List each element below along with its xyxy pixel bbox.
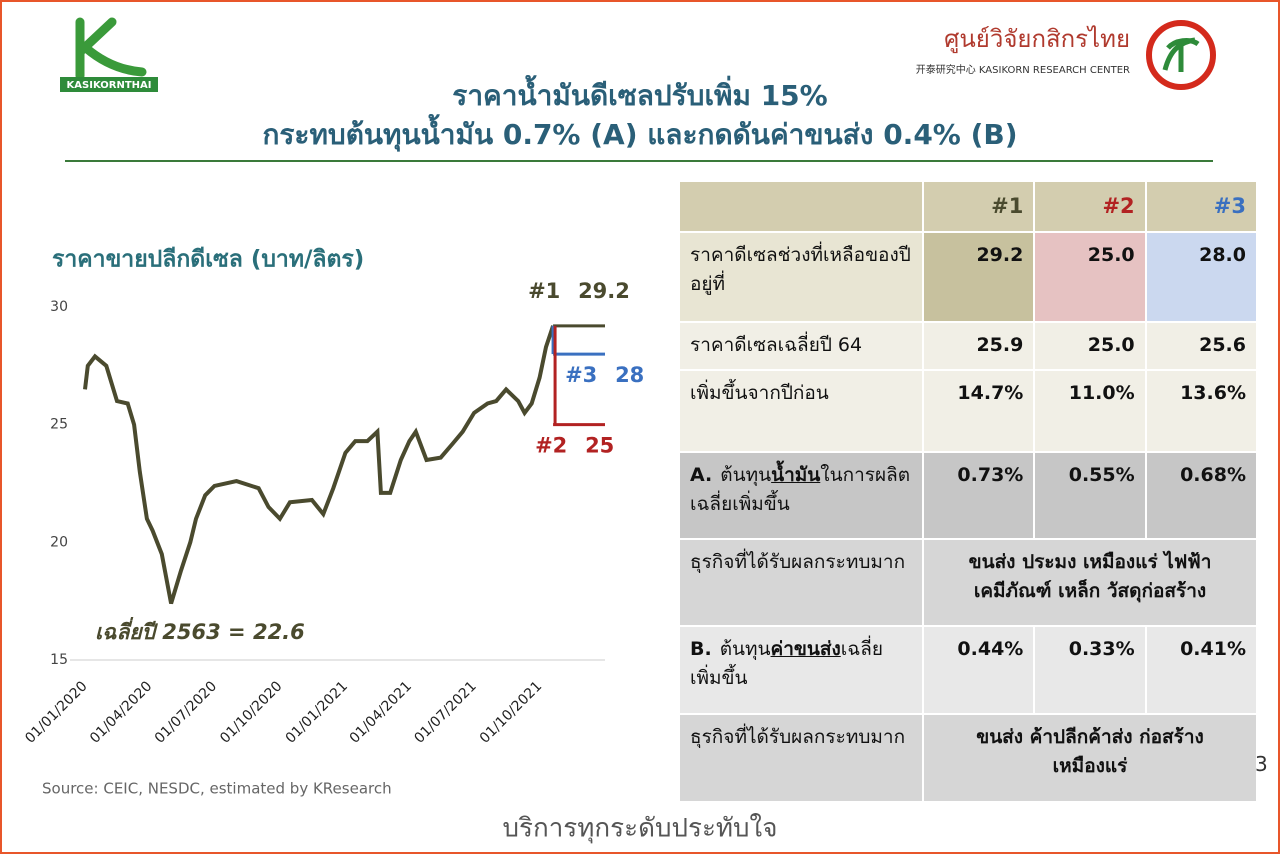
logo-right-th: ศูนย์วิจัยกสิกรไทย — [944, 25, 1130, 54]
row-label: B. ต้นทุนค่าขนส่งเฉลี่ยเพิ่มขึ้น — [678, 624, 924, 715]
table-row: ราคาดีเซลเฉลี่ยปี 64 25.9 25.0 25.6 — [678, 320, 1259, 371]
label-part: ต้นทุน — [720, 463, 772, 486]
label-part: ต้นทุน — [719, 637, 771, 660]
label-part: ราคาดีเซลช่วงที่เหลือของปี อยู่ที่ — [690, 243, 911, 295]
y-tick-label: 15 — [50, 652, 68, 668]
logo-right-en: 开泰研究中心 KASIKORN RESEARCH CENTER — [916, 63, 1130, 76]
label-part: ธุรกิจที่ได้รับผลกระทบมาก — [690, 550, 906, 573]
cell num: 0.68% — [1144, 450, 1259, 540]
projection-value: 29.2 — [578, 279, 630, 303]
table-row: ธุรกิจที่ได้รับผลกระทบมาก ขนส่ง ค้าปลีกค้… — [678, 712, 1258, 803]
y-tick-label: 25 — [50, 417, 68, 433]
cell num: 0.44% — [921, 624, 1036, 715]
label-part: ค่าขนส่ง — [770, 637, 841, 660]
chart-title: ราคาขายปลีกดีเซล (บาท/ลิตร) — [52, 247, 364, 273]
row-label: ธุรกิจที่ได้รับผลกระทบมาก — [678, 537, 924, 627]
cell num: 0.33% — [1033, 624, 1147, 715]
header-row: #1 #2 #3 — [678, 180, 1259, 233]
cell num: 0.55% — [1033, 450, 1147, 540]
label-part: น้ำมัน — [771, 463, 821, 486]
label-part: B. — [690, 637, 712, 660]
cell num: 0.41% — [1144, 624, 1259, 715]
projection-label: #2 — [535, 434, 567, 458]
line — [83, 325, 555, 605]
table-row: B. ต้นทุนค่าขนส่งเฉลี่ยเพิ่มขึ้น 0.44% 0.33… — [678, 624, 1259, 715]
merged-cell: ขนส่ง ประมง เหมืองแร่ ไฟฟ้า เคมีภัณฑ์ เห… — [922, 537, 1258, 627]
logo-box — [60, 77, 158, 92]
cell num: 25.6 — [1144, 320, 1259, 371]
x-tick-label: 01/10/2020 — [217, 678, 285, 746]
row-label: ราคาดีเซลช่วงที่เหลือของปี อยู่ที่ — [678, 230, 924, 323]
cell num: 14.7% — [921, 368, 1036, 453]
cell num: 25.0 — [1033, 230, 1147, 323]
projection-label: #1 — [528, 279, 560, 303]
x-tick-label: 01/01/2021 — [283, 678, 351, 746]
merged-cell: ขนส่ง ค้าปลีกค้าส่ง ก่อสร้าง เหมืองแร่ — [922, 712, 1258, 803]
label-part: เพิ่มขึ้นจากปีก่อน — [690, 381, 829, 404]
label-part: ราคาดีเซลเฉลี่ยปี 64 — [690, 333, 863, 356]
header-cell: #1 — [921, 180, 1036, 233]
annotation: เฉลี่ยปี 2563 = 22.6 — [95, 617, 305, 644]
x-tick-label: 01/10/2021 — [477, 678, 545, 746]
source: Source: CEIC, NESDC, estimated by KResea… — [42, 780, 392, 798]
x-tick-label: 01/04/2021 — [347, 678, 415, 746]
row-label: A. ต้นทุนน้ำมันในการผลิตเฉลี่ยเพิ่มขึ้น — [678, 450, 924, 540]
label-part: เฉลี่ยเพิ่มขึ้น — [690, 637, 883, 689]
x-tick-label: 01/07/2020 — [152, 678, 220, 746]
title-line1: ราคาน้ำมันดีเซลปรับเพิ่ม 15% — [452, 74, 827, 112]
cell num: 11.0% — [1033, 368, 1147, 453]
header-cell: #2 — [1033, 180, 1147, 233]
logo-leaf — [1162, 37, 1200, 72]
label-part: ในการผลิตเฉลี่ยเพิ่มขึ้น — [690, 463, 911, 515]
y-tick-label: 30 — [50, 299, 68, 315]
x-tick-label: 01/01/2020 — [22, 678, 90, 746]
logo-k — [75, 17, 147, 81]
projection-label: #3 — [565, 363, 597, 387]
footer: บริการทุกระดับประทับใจ — [503, 814, 778, 844]
cell num: 0.73% — [921, 450, 1036, 540]
logo-text: KASIKORNTHAI — [67, 80, 152, 91]
projection-value: 25 — [585, 434, 614, 458]
x-tick-label: 01/04/2020 — [87, 678, 155, 746]
cell num: 29.2 — [921, 230, 1036, 323]
cell num: 25.9 — [921, 320, 1036, 371]
label-part: ธุรกิจที่ได้รับผลกระทบมาก — [690, 725, 906, 748]
table-row: ราคาดีเซลช่วงที่เหลือของปี อยู่ที่ 29.2 25… — [678, 230, 1259, 323]
table-row: เพิ่มขึ้นจากปีก่อน 14.7% 11.0% 13.6% — [678, 368, 1259, 453]
title-line2: กระทบต้นทุนน้ำมัน 0.7% (A) และกดดันค่าขน… — [262, 113, 1017, 152]
row-label: เพิ่มขึ้นจากปีก่อน — [678, 368, 924, 453]
table-row: A. ต้นทุนน้ำมันในการผลิตเฉลี่ยเพิ่มขึ้น 0.… — [678, 450, 1259, 540]
label-part: A. — [690, 463, 713, 486]
cell num: 25.0 — [1033, 320, 1147, 371]
header-cell: #3 — [1144, 180, 1259, 233]
cell num: 28.0 — [1144, 230, 1259, 323]
x-tick-label: 01/07/2021 — [411, 678, 479, 746]
projection-value: 28 — [615, 363, 644, 387]
y-tick-label: 20 — [50, 534, 68, 550]
cell num: 13.6% — [1144, 368, 1259, 453]
row-label: ราคาดีเซลเฉลี่ยปี 64 — [678, 320, 924, 371]
row-label: ธุรกิจที่ได้รับผลกระทบมาก — [678, 712, 924, 803]
table: #1 #2 #3 ราคาดีเซลช่วงที่เหลือของปี อยู่ที่… — [678, 180, 1259, 803]
header-cell — [678, 180, 924, 233]
page-number: 3 — [1255, 752, 1268, 776]
table-row: ธุรกิจที่ได้รับผลกระทบมาก ขนส่ง ประมง เหม… — [678, 537, 1258, 627]
